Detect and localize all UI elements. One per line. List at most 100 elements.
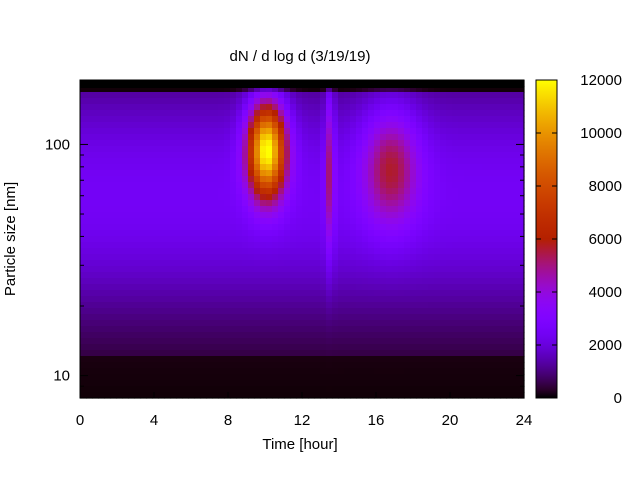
heatmap-cell: [500, 164, 507, 171]
heatmap-cell: [218, 260, 225, 267]
heatmap-cell: [224, 260, 231, 267]
heatmap-cell: [290, 302, 297, 309]
heatmap-cell: [368, 146, 375, 153]
heatmap-cell: [236, 296, 243, 303]
heatmap-cell: [356, 176, 363, 183]
heatmap-cell: [212, 200, 219, 207]
heatmap-cell: [296, 170, 303, 177]
heatmap-cell: [254, 182, 261, 189]
heatmap-cell: [158, 344, 165, 351]
heatmap-cell: [188, 368, 195, 375]
heatmap-cell: [158, 152, 165, 159]
heatmap-cell: [398, 368, 405, 375]
heatmap-cell: [404, 308, 411, 315]
heatmap-cell: [80, 188, 87, 195]
heatmap-cell: [290, 230, 297, 237]
heatmap-cell: [284, 170, 291, 177]
heatmap-cell: [338, 104, 345, 111]
heatmap-cell: [92, 224, 99, 231]
heatmap-cell: [428, 278, 435, 285]
heatmap-cell: [290, 290, 297, 297]
heatmap-cell: [290, 260, 297, 267]
heatmap-cell: [404, 290, 411, 297]
heatmap-cell: [452, 104, 459, 111]
heatmap-cell: [164, 392, 171, 399]
heatmap-cell: [146, 254, 153, 261]
heatmap-cell: [242, 224, 249, 231]
heatmap-cell: [350, 176, 357, 183]
heatmap-cell: [158, 188, 165, 195]
heatmap-cell: [122, 170, 129, 177]
heatmap-cell: [176, 242, 183, 249]
heatmap-cell: [332, 224, 339, 231]
heatmap-cell: [152, 368, 159, 375]
heatmap-cell: [284, 104, 291, 111]
heatmap-cell: [434, 386, 441, 393]
heatmap-cell: [482, 122, 489, 129]
heatmap-cell: [146, 392, 153, 399]
heatmap-cell: [152, 200, 159, 207]
heatmap-cell: [446, 200, 453, 207]
heatmap-cell: [92, 296, 99, 303]
heatmap-cell: [452, 374, 459, 381]
heatmap-cell: [386, 380, 393, 387]
heatmap-cell: [296, 194, 303, 201]
heatmap-cell: [398, 260, 405, 267]
heatmap-cell: [266, 164, 273, 171]
heatmap-cell: [392, 170, 399, 177]
heatmap-cell: [200, 374, 207, 381]
heatmap-cell: [224, 278, 231, 285]
heatmap-cell: [332, 212, 339, 219]
heatmap-cell: [512, 116, 519, 123]
heatmap-cell: [410, 92, 417, 99]
heatmap-cell: [398, 170, 405, 177]
heatmap-cell: [272, 128, 279, 135]
heatmap-cell: [332, 134, 339, 141]
heatmap-cell: [374, 104, 381, 111]
heatmap-cell: [182, 356, 189, 363]
heatmap-cell: [380, 332, 387, 339]
heatmap-cell: [416, 362, 423, 369]
heatmap-cell: [464, 314, 471, 321]
heatmap-cell: [314, 302, 321, 309]
heatmap-cell: [488, 392, 495, 399]
heatmap-cell: [326, 122, 333, 129]
heatmap-cell: [200, 86, 207, 93]
heatmap-cell: [476, 380, 483, 387]
heatmap-cell: [350, 206, 357, 213]
heatmap-cell: [500, 362, 507, 369]
heatmap-cell: [86, 200, 93, 207]
heatmap-cell: [86, 98, 93, 105]
heatmap-cell: [260, 386, 267, 393]
heatmap-cell: [98, 374, 105, 381]
heatmap-cell: [128, 218, 135, 225]
heatmap-cell: [464, 344, 471, 351]
heatmap-cell: [374, 338, 381, 345]
heatmap-cell: [296, 224, 303, 231]
heatmap-cell: [278, 230, 285, 237]
heatmap-cell: [326, 314, 333, 321]
heatmap-cell: [92, 260, 99, 267]
heatmap-cell: [158, 224, 165, 231]
heatmap-cell: [86, 380, 93, 387]
heatmap-cell: [80, 176, 87, 183]
heatmap-cell: [206, 182, 213, 189]
heatmap-cell: [296, 272, 303, 279]
heatmap-cell: [476, 350, 483, 357]
heatmap-cell: [278, 146, 285, 153]
heatmap-cell: [350, 224, 357, 231]
heatmap-cell: [86, 362, 93, 369]
heatmap-cell: [146, 170, 153, 177]
heatmap-cell: [338, 206, 345, 213]
heatmap-cell: [158, 86, 165, 93]
heatmap-cell: [422, 104, 429, 111]
heatmap-cell: [488, 86, 495, 93]
heatmap-cell: [242, 98, 249, 105]
heatmap-cell: [188, 350, 195, 357]
heatmap-cell: [338, 158, 345, 165]
heatmap-cell: [398, 200, 405, 207]
heatmap-cell: [164, 188, 171, 195]
heatmap-cell: [362, 230, 369, 237]
heatmap-cell: [182, 128, 189, 135]
heatmap-cell: [218, 86, 225, 93]
